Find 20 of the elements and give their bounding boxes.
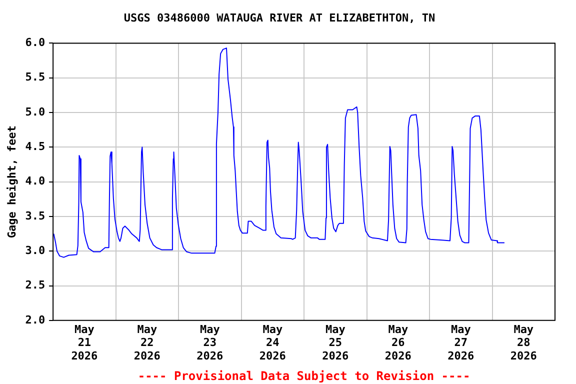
- y-tick-label: 6.0: [25, 36, 46, 50]
- y-tick-label: 4.5: [25, 140, 46, 154]
- y-axis-title: Gage height, feet: [5, 126, 18, 238]
- y-tick-label: 3.0: [25, 244, 46, 257]
- x-tick-label: May 25 2026: [322, 322, 350, 362]
- x-tick-label: May 26 2026: [384, 322, 412, 362]
- y-tick-label: 2.5: [25, 278, 46, 292]
- chart-title: USGS 03486000 WATAUGA RIVER AT ELIZABETHTON, TN: [124, 11, 436, 24]
- x-tick-label: May 27 2026: [448, 322, 475, 362]
- y-tick-label: 2.0: [25, 313, 46, 326]
- x-tick-label: May 28 2026: [510, 322, 538, 362]
- x-tick-label: May 24 2026: [259, 322, 286, 362]
- x-tick-label: May 23 2026: [196, 322, 224, 362]
- y-tick-label: 3.5: [25, 209, 46, 222]
- y-tick-label: 5.5: [25, 70, 46, 84]
- y-tick-label: 5.0: [25, 105, 46, 118]
- text: ---- Provisional Data Subject to Revision ----: [138, 369, 470, 383]
- y-tick-label: 4.0: [25, 174, 46, 188]
- x-tick-label: May 22 2026: [134, 322, 161, 362]
- x-tick-label: May 21 2026: [71, 322, 98, 362]
